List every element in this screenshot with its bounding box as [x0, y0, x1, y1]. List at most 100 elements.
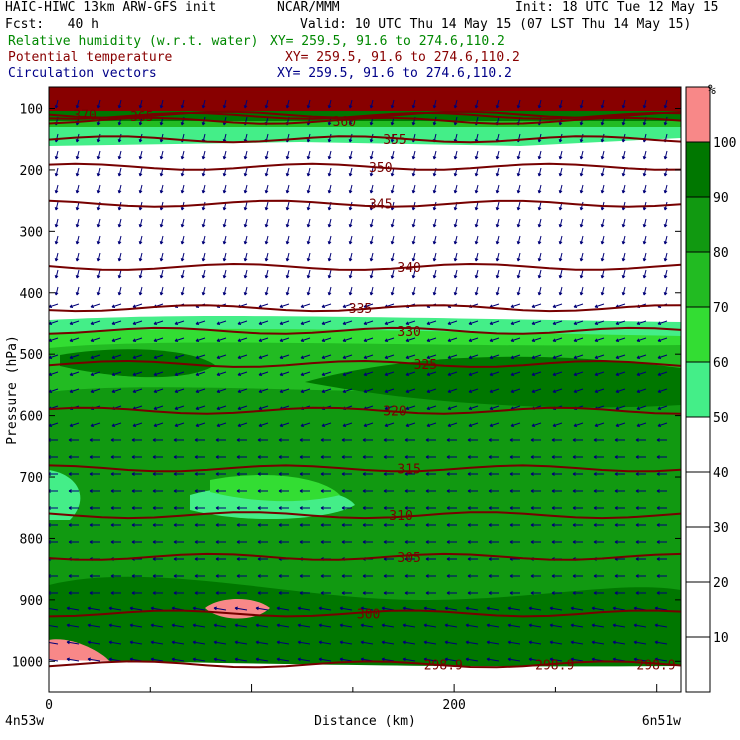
wind-vector	[383, 540, 394, 544]
wind-vector	[339, 623, 353, 628]
wind-vector	[201, 286, 206, 296]
y-tick-label: 800	[20, 532, 43, 547]
wind-vector	[642, 252, 647, 262]
wind-vector	[558, 269, 563, 279]
wind-vector	[474, 286, 479, 296]
wind-vector	[68, 523, 79, 527]
wind-vector	[194, 438, 205, 442]
wind-vector	[194, 557, 205, 561]
wind-vector	[90, 337, 101, 342]
wind-vector	[278, 472, 289, 476]
wind-vector	[509, 591, 520, 595]
wind-vector	[495, 150, 500, 160]
wind-vector	[615, 405, 626, 410]
colorbar-label: 30	[713, 521, 729, 536]
wind-vector	[285, 235, 290, 245]
wind-vector	[530, 523, 541, 527]
wind-vector	[138, 150, 143, 160]
wind-vector	[278, 574, 289, 578]
theta-label: 340	[397, 261, 420, 276]
wind-vector	[654, 657, 668, 662]
theta-label: 355	[383, 133, 406, 148]
wind-vector	[297, 606, 311, 611]
wind-vector	[486, 640, 500, 645]
wind-vector	[404, 557, 415, 561]
wind-vector	[362, 438, 373, 442]
wind-vector	[138, 252, 143, 262]
wind-vector	[237, 405, 248, 410]
wind-vector	[68, 574, 79, 578]
wind-vector	[633, 623, 647, 628]
wind-vector	[194, 523, 205, 527]
wind-vector	[192, 657, 206, 662]
wind-vector	[663, 286, 668, 296]
wind-vector	[572, 574, 583, 578]
wind-vector	[636, 354, 647, 359]
wind-vector	[339, 657, 353, 662]
wind-vector	[348, 201, 353, 211]
wind-vector	[510, 354, 521, 359]
x-right-label: 6n51w	[642, 714, 681, 729]
wind-vector	[425, 489, 436, 493]
wind-vector	[572, 523, 583, 527]
wind-vector	[600, 218, 605, 228]
wind-vector	[195, 388, 206, 393]
wind-vector	[180, 235, 185, 245]
wind-vector	[153, 405, 164, 410]
wind-vector	[495, 201, 500, 211]
wind-vector	[327, 167, 332, 177]
wind-vector	[489, 388, 500, 393]
wind-vector	[383, 489, 394, 493]
wind-vector	[243, 235, 248, 245]
wind-vector	[411, 269, 416, 279]
wind-vector	[411, 99, 416, 109]
wind-vector	[321, 320, 332, 325]
wind-vector	[278, 438, 289, 442]
wind-vector	[657, 320, 668, 325]
wind-vector	[404, 455, 415, 459]
wind-vector	[453, 184, 458, 194]
wind-vector	[507, 606, 521, 611]
wind-vector	[132, 303, 143, 308]
wind-vector	[531, 320, 542, 325]
theta-contour-345	[49, 199, 681, 208]
wind-vector	[432, 99, 437, 109]
wind-vector	[257, 540, 268, 544]
wind-vector	[381, 623, 395, 628]
wind-vector	[369, 286, 374, 296]
wind-vector	[111, 320, 122, 325]
wind-vector	[236, 574, 247, 578]
wind-vector	[257, 574, 268, 578]
wind-vector	[621, 167, 626, 177]
wind-vector	[150, 623, 164, 628]
y-tick-label: 700	[20, 471, 43, 486]
wind-vector	[90, 320, 101, 325]
wind-vector	[159, 235, 164, 245]
wind-vector	[243, 218, 248, 228]
wind-vector	[425, 591, 436, 595]
rh-over-100-b	[49, 639, 110, 664]
wind-vector	[264, 218, 269, 228]
wind-vector	[404, 472, 415, 476]
wind-vector	[488, 506, 499, 510]
wind-vector	[75, 269, 80, 279]
wind-vector	[131, 506, 142, 510]
wind-vector	[600, 133, 605, 143]
theta-label: 298.9	[424, 658, 463, 673]
wind-vector	[404, 438, 415, 442]
colorbar-band	[686, 307, 710, 362]
wind-vector	[173, 591, 184, 595]
wind-vector	[579, 218, 584, 228]
wind-vector	[327, 286, 332, 296]
wind-vector	[222, 286, 227, 296]
model-title: HAIC-HIWC 13km ARW-GFS init	[5, 0, 217, 15]
wind-vector	[174, 354, 185, 359]
wind-vector	[600, 252, 605, 262]
wind-vector	[257, 523, 268, 527]
wind-vector	[593, 489, 604, 493]
wind-vector	[635, 591, 646, 595]
wind-vector	[299, 506, 310, 510]
wind-vector	[279, 422, 290, 427]
wind-vector	[320, 455, 331, 459]
wind-vector	[96, 99, 101, 109]
